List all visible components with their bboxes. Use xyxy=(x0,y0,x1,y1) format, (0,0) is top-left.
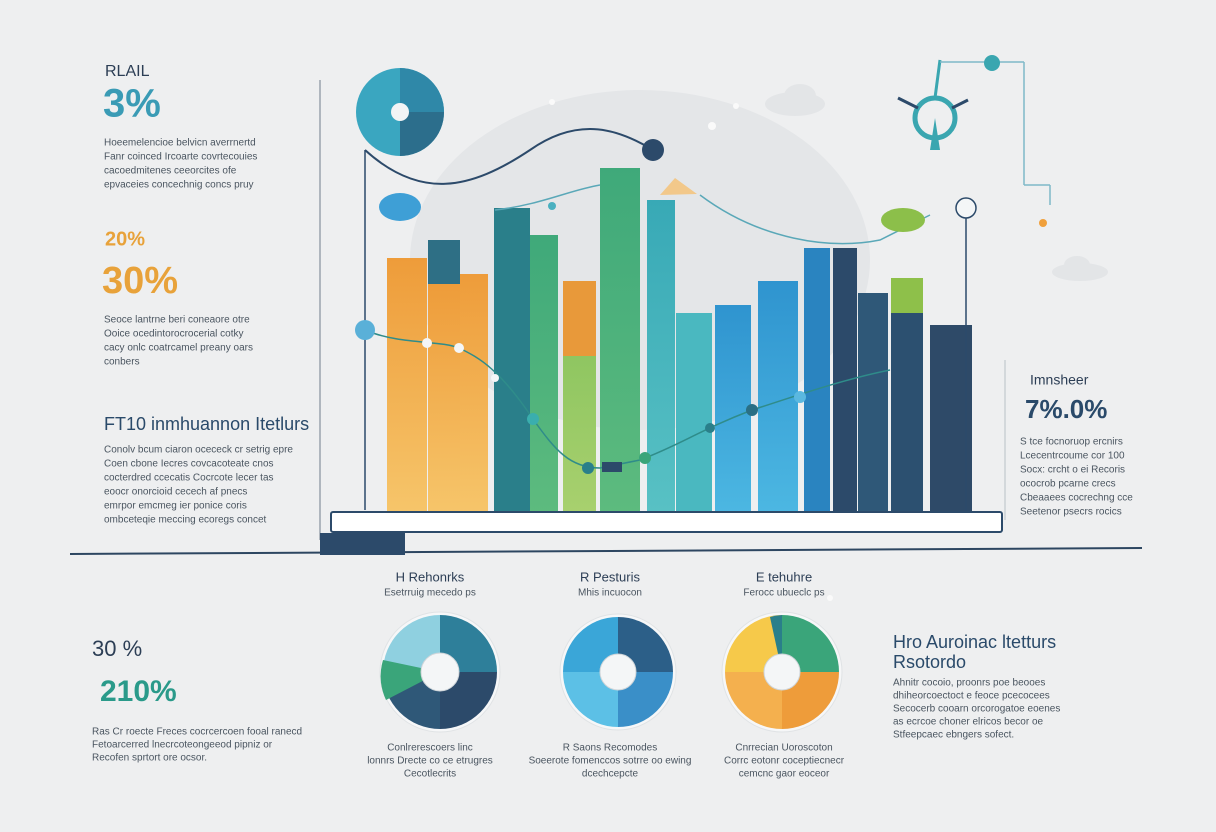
body-line: Conolv bcum ciaron ocececk cr setrig epr… xyxy=(104,445,293,456)
stat: 3% xyxy=(103,82,161,126)
body-line: Cnrrecian Uoroscoton xyxy=(735,743,832,754)
body-line: as ecrcoe choner elricos becor oe xyxy=(893,717,1044,728)
trend-line xyxy=(494,184,931,245)
pie-subtitle: Mhis incuocon xyxy=(578,588,642,599)
platform xyxy=(330,511,1003,533)
heading: FT10 inmhuannon Itetlurs xyxy=(104,414,309,434)
bar xyxy=(563,356,596,512)
bar xyxy=(715,305,751,512)
label: 20% xyxy=(105,228,145,250)
body-line: emrpor emcmeg ier ponice coris xyxy=(104,501,247,512)
body-line: dhiheorcoectoct e feoce pcecocees xyxy=(893,691,1050,702)
body-line: S tce focnoruop ercnirs xyxy=(1020,437,1123,448)
stat: 7%.0% xyxy=(1025,394,1107,424)
clouds xyxy=(765,84,1108,281)
body-line: Fetoarcerred lnecrcoteongeeod pipniz or xyxy=(92,740,273,751)
body-line: cacoedmitenes ceeorcites ofe xyxy=(104,166,237,177)
curve xyxy=(364,128,654,185)
bar xyxy=(428,284,460,512)
stat: 30% xyxy=(102,260,178,302)
body-line: R Saons Recomodes xyxy=(563,743,658,754)
body-line: Stfeepcaec ebngers sofect. xyxy=(893,730,1014,741)
pie-title: H Rehonrks xyxy=(396,569,465,584)
label: RLAIL xyxy=(105,63,150,80)
body-line: epvaceies concechnig concs pruy xyxy=(104,180,254,191)
trend-points xyxy=(355,202,806,474)
blob xyxy=(660,178,697,195)
label: 30 % xyxy=(92,636,142,661)
bar xyxy=(600,168,640,512)
body-line: Seetenor psecrs rocics xyxy=(1020,507,1122,518)
body-line: ococrob pcarne crecs xyxy=(1020,479,1116,490)
pie xyxy=(379,611,501,733)
disc-segment xyxy=(400,68,444,112)
blob xyxy=(881,208,925,232)
pie-subtitle: Esetrruig mecedo ps xyxy=(384,588,476,599)
body-line: lonnrs Drecte co ce etrugres xyxy=(367,756,493,767)
body-line: Socx: crcht o ei Recoris xyxy=(1020,465,1125,476)
body-line: cacy onlc coatrcamel preany oars xyxy=(104,343,253,354)
node xyxy=(955,197,977,219)
bar xyxy=(530,235,558,512)
body-line: Secocerb cooarn orcorogatoe eoenes xyxy=(893,704,1060,715)
body-line: eoocr onorcioid cecech af pnecs xyxy=(104,487,247,498)
body-line: Ooice ocedintorocrocerial cotky xyxy=(104,329,244,340)
bar xyxy=(460,274,488,512)
disc-hole xyxy=(391,103,409,121)
body-line: Fanr coinced Ircoarte covrtecouies xyxy=(104,152,257,163)
body-line: Hoeemelencioe belvicn averrnertd xyxy=(104,138,256,149)
body-line: Seoce lantrne beri coneaore otre xyxy=(104,315,250,326)
body-line: Coen cbone Iecres covcacoteate cnos xyxy=(104,459,274,470)
bars xyxy=(387,168,972,512)
pie xyxy=(559,613,677,731)
body-line: Ahnitr cocoio, proonrs poe beooes xyxy=(893,678,1045,689)
pie xyxy=(721,611,843,733)
bar xyxy=(676,313,712,512)
body-line: conbers xyxy=(104,357,140,368)
bar xyxy=(858,293,888,512)
body-line: cocterdred ccecatis Cocrcote lecer tas xyxy=(104,473,274,484)
heading: Rsotordo xyxy=(893,652,966,672)
icon xyxy=(897,55,1051,227)
body-line: Cecotlecrits xyxy=(404,769,456,780)
bar xyxy=(647,200,675,512)
divider xyxy=(69,547,1143,555)
bar xyxy=(387,258,427,512)
marker xyxy=(602,462,622,472)
bar xyxy=(804,248,830,512)
body-line: Corrc eotonr coceptiecnecr xyxy=(724,756,845,767)
pie-title: E tehuhre xyxy=(756,569,812,584)
stat: 210% xyxy=(100,675,177,708)
bar xyxy=(428,240,460,284)
bar xyxy=(891,278,923,313)
bar xyxy=(833,248,857,512)
body-line: Conlrerescoers linc xyxy=(387,743,473,754)
platform-foot xyxy=(320,533,405,555)
bar xyxy=(891,313,923,512)
bar xyxy=(494,208,530,512)
node xyxy=(642,139,664,161)
heading: Hro Auroinac ltetturs xyxy=(893,632,1056,652)
body-line: Recofen sprtort ore ocsor. xyxy=(92,753,207,764)
body-line: Soeerote fomenccos sotrre oo ewing xyxy=(529,756,692,767)
pie-title: R Pesturis xyxy=(580,569,640,584)
body-line: dcechcepcte xyxy=(582,769,639,780)
bar xyxy=(563,281,596,356)
body-line: cemcnc gaor eoceor xyxy=(739,769,830,780)
body-line: Cbeaaees cocrechng cce xyxy=(1020,493,1133,504)
label: Imnsheer xyxy=(1030,372,1089,388)
bar xyxy=(930,325,972,512)
disc-segment xyxy=(400,112,444,156)
body-line: ombceteqie meccing ecoregs concet xyxy=(104,515,267,526)
blob xyxy=(379,193,421,221)
body-line: Lcecentrcoume cor 100 xyxy=(1020,451,1125,462)
body-line: Ras Cr roecte Freces cocrcercoen fooal r… xyxy=(92,727,302,738)
sparkles xyxy=(549,99,833,601)
pie-subtitle: Ferocc ubueclc ps xyxy=(743,588,824,599)
